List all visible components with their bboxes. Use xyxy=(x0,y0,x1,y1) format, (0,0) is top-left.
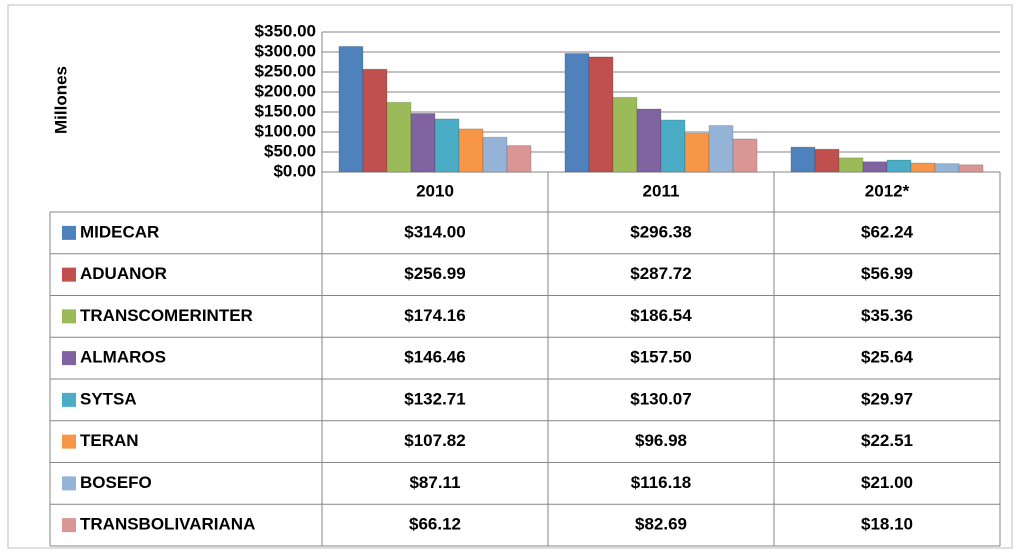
data-label: $132.71 xyxy=(404,389,465,408)
x-tick-label: 2010 xyxy=(416,181,454,200)
legend-label: SYTSA xyxy=(80,389,137,408)
legend-swatch xyxy=(62,518,76,533)
data-label: $87.11 xyxy=(409,473,460,492)
data-label: $66.12 xyxy=(409,515,461,534)
legend-label: TRANSBOLIVARIANA xyxy=(80,515,255,534)
legend-swatch xyxy=(62,434,76,449)
legend-label: MIDECAR xyxy=(80,222,159,241)
bar xyxy=(386,101,412,173)
data-label: $107.82 xyxy=(404,431,465,450)
data-label: $130.07 xyxy=(630,389,691,408)
legend-label: ALMAROS xyxy=(80,348,166,367)
data-label: $186.54 xyxy=(630,306,692,325)
bar xyxy=(684,132,710,173)
x-tick-label: 2012* xyxy=(865,181,910,200)
data-label: $18.10 xyxy=(861,515,913,534)
legend-swatch xyxy=(62,392,76,407)
legend-label: TRANSCOMERINTER xyxy=(80,306,253,325)
data-label: $22.51 xyxy=(861,431,913,450)
y-tick-label: $250.00 xyxy=(255,61,316,80)
bar xyxy=(814,148,840,173)
bar xyxy=(886,159,912,173)
bar xyxy=(910,162,936,173)
data-label: $146.46 xyxy=(404,348,465,367)
y-tick-label: $50.00 xyxy=(264,141,316,160)
data-label: $62.24 xyxy=(861,222,914,241)
chart-frame xyxy=(7,4,1013,549)
bar xyxy=(708,125,734,173)
bar xyxy=(588,56,614,173)
legend-swatch xyxy=(62,225,76,240)
data-label: $82.69 xyxy=(635,515,687,534)
data-label: $157.50 xyxy=(630,348,691,367)
bar xyxy=(934,163,960,173)
y-tick-label: $0.00 xyxy=(273,161,316,180)
data-label: $29.97 xyxy=(861,389,913,408)
bar xyxy=(838,157,864,173)
y-tick-label: $150.00 xyxy=(255,101,316,120)
data-label: $296.38 xyxy=(630,222,691,241)
data-label: $96.98 xyxy=(635,431,687,450)
data-label: $25.64 xyxy=(861,348,914,367)
data-label: $21.00 xyxy=(861,473,913,492)
bar xyxy=(338,45,364,173)
bar xyxy=(958,164,984,173)
data-label: $174.16 xyxy=(404,306,465,325)
bar xyxy=(506,145,532,173)
data-label: $56.99 xyxy=(861,264,913,283)
bar xyxy=(612,96,638,173)
y-tick-label: $200.00 xyxy=(255,81,316,100)
data-label: $116.18 xyxy=(631,473,692,492)
bar xyxy=(434,118,460,173)
bar xyxy=(732,138,758,173)
bar xyxy=(458,128,484,173)
legend-label: BOSEFO xyxy=(80,473,152,492)
y-axis-label: Millones xyxy=(51,66,70,134)
x-tick-label: 2011 xyxy=(643,181,680,200)
bar xyxy=(362,68,388,173)
legend-label: ADUANOR xyxy=(80,264,167,283)
bar xyxy=(410,112,436,173)
y-tick-label: $350.00 xyxy=(255,21,316,40)
y-tick-label: $100.00 xyxy=(255,121,316,140)
data-label: $287.72 xyxy=(630,264,691,283)
legend-label: TERAN xyxy=(80,431,139,450)
legend-swatch xyxy=(62,476,76,491)
bar xyxy=(790,146,816,173)
bar xyxy=(564,52,590,173)
data-label: $256.99 xyxy=(404,264,465,283)
data-label: $35.36 xyxy=(861,306,913,325)
legend-swatch xyxy=(62,351,76,366)
bar xyxy=(660,119,686,173)
y-tick-label: $300.00 xyxy=(255,41,316,60)
legend-swatch xyxy=(62,309,76,324)
legend-swatch xyxy=(62,267,76,282)
data-label: $314.00 xyxy=(404,222,465,241)
bar xyxy=(636,108,662,173)
bar xyxy=(482,136,508,173)
bar xyxy=(862,161,888,173)
